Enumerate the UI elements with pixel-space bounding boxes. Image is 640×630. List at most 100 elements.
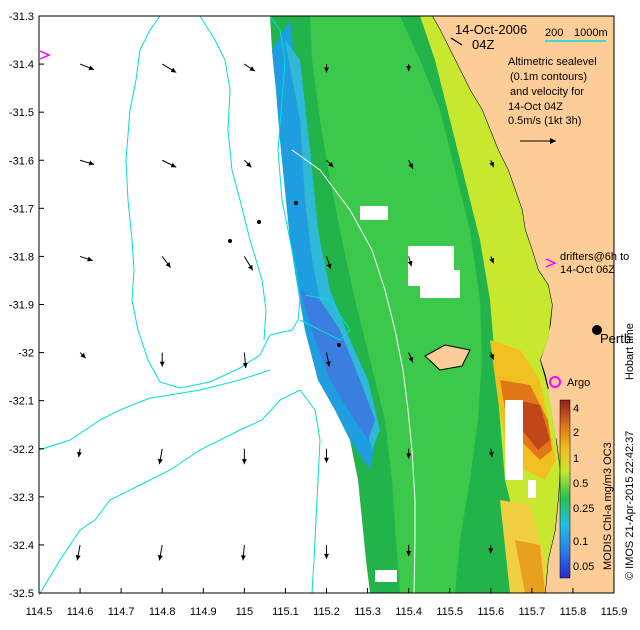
y-tick-label: -31.6 — [9, 155, 34, 167]
colorbar-label: 1 — [573, 453, 579, 465]
velocity-arrow — [244, 159, 252, 168]
legend-line: and velocity for — [510, 86, 584, 98]
credit-text: © IMOS 21-Apr-2015 22:42:37 — [624, 431, 636, 580]
velocity-arrow — [489, 256, 495, 264]
time-title: 04Z — [472, 37, 494, 52]
x-tick-label: 115 — [236, 606, 254, 618]
scale-label: 200 — [545, 27, 563, 39]
colorbar-label: 0.05 — [573, 561, 594, 573]
x-tick-label: 115.6 — [477, 606, 504, 618]
velocity-arrow — [79, 255, 93, 262]
velocity-arrow — [326, 256, 332, 270]
velocity-arrow — [242, 352, 248, 369]
colorbar-label: 2 — [573, 427, 579, 439]
city-dot-icon — [592, 325, 602, 335]
x-tick-label: 115.3 — [354, 606, 381, 618]
depth-label: 1000m — [574, 27, 608, 39]
velocity-arrow — [79, 352, 87, 359]
velocity-arrow — [324, 448, 329, 463]
x-tick-label: 115.4 — [395, 606, 422, 618]
colorbar-label: 0.1 — [573, 536, 588, 548]
velocity-arrow — [408, 352, 414, 363]
drifter-marker-icon — [39, 50, 51, 60]
velocity-arrow — [488, 448, 494, 458]
x-tick-label: 114.5 — [26, 606, 53, 618]
y-tick-label: -31.5 — [9, 107, 34, 119]
hobart-text: Hobart time — [624, 323, 636, 380]
velocity-arrow — [79, 159, 95, 166]
drifter-dots — [228, 201, 341, 347]
x-tick-label: 115.8 — [560, 606, 587, 618]
x-tick-label: 115.9 — [601, 606, 628, 618]
velocity-arrow — [157, 448, 163, 465]
colorbar: 4 2 1 0.5 0.25 0.1 0.05 — [559, 399, 594, 579]
velocity-arrow — [75, 544, 81, 561]
velocity-arrow — [488, 544, 494, 554]
velocity-vectors — [75, 63, 495, 561]
y-tick-label: -31.7 — [9, 203, 34, 215]
colorbar-label: 4 — [573, 403, 579, 415]
y-tick-label: -32.3 — [9, 492, 34, 504]
velocity-arrow — [324, 64, 329, 73]
y-axis: -31.3 -31.4 -31.5 -31.6 -31.7 -31.8 -31.9 -32 -3… — [9, 11, 44, 600]
legend-line: 0.5m/s (1kt 3h) — [508, 115, 581, 127]
x-tick-label: 114.8 — [149, 606, 176, 618]
velocity-arrow — [407, 256, 413, 267]
sealevel-contour — [291, 149, 416, 594]
velocity-arrow — [79, 63, 95, 71]
x-tick-label: 115.2 — [313, 606, 340, 618]
velocity-arrow — [324, 544, 329, 559]
x-tick-label: 115.7 — [518, 606, 545, 618]
legend-line: 14-Oct 04Z — [508, 101, 563, 113]
y-tick-label: -31.4 — [9, 59, 34, 71]
legend-arrow-icon — [520, 138, 556, 144]
legend-line: (0.1m contours) — [510, 71, 587, 83]
date-title: 14-Oct-2006 — [455, 22, 527, 37]
velocity-arrow — [489, 160, 495, 168]
velocity-arrow — [406, 64, 412, 72]
colorbar-label: 0.25 — [573, 503, 594, 515]
velocity-arrow — [325, 352, 331, 367]
colorbar-label: 0.5 — [573, 478, 588, 490]
chlorophyll-field — [270, 16, 560, 593]
velocity-arrow — [406, 544, 412, 557]
cloud-gaps — [360, 206, 536, 582]
city-label: Perth — [600, 331, 631, 346]
velocity-arrow — [161, 256, 172, 268]
argo-float-icon — [549, 376, 561, 388]
velocity-arrow — [406, 448, 412, 459]
drifter-marker-icon — [545, 258, 557, 268]
x-axis: 114.5 114.6 114.7 114.8 114.9 115 115.1 115.2 11… — [26, 588, 628, 618]
y-tick-label: -32.2 — [9, 444, 34, 456]
y-tick-label: -31.3 — [9, 11, 34, 23]
x-tick-label: 114.9 — [190, 606, 217, 618]
velocity-arrow — [77, 448, 82, 458]
x-tick-label: 114.7 — [108, 606, 135, 618]
drifters-label: drifters@6h to — [560, 251, 629, 263]
y-tick-label: -31.9 — [9, 300, 34, 312]
velocity-arrow — [157, 544, 163, 561]
velocity-arrow — [159, 352, 165, 367]
drifters-label: 14-Oct 06Z — [560, 264, 615, 276]
legend-text-block: Altimetric sealevel (0.1m contours) and … — [508, 56, 597, 144]
legend-line: Altimetric sealevel — [508, 56, 597, 68]
velocity-arrow — [240, 544, 246, 561]
velocity-arrow — [408, 160, 414, 169]
velocity-arrow — [161, 63, 177, 73]
velocity-arrow — [244, 63, 256, 72]
y-tick-label: -32 — [18, 348, 34, 360]
argo-label: Argo — [567, 377, 590, 389]
y-tick-label: -31.8 — [9, 251, 34, 263]
y-tick-label: -32.1 — [9, 396, 34, 408]
bathymetry-contours — [38, 15, 351, 596]
y-tick-label: -32.5 — [9, 588, 34, 600]
colorbar-title: MODIS Chl-a mg/m3 OC3 — [602, 442, 614, 570]
velocity-arrow — [161, 159, 177, 168]
velocity-arrow — [326, 159, 334, 168]
y-tick-label: -32.4 — [9, 540, 34, 552]
x-tick-label: 114.6 — [67, 606, 94, 618]
velocity-arrow — [489, 352, 495, 360]
x-tick-label: 115.5 — [436, 606, 463, 618]
velocity-arrow — [243, 256, 254, 271]
